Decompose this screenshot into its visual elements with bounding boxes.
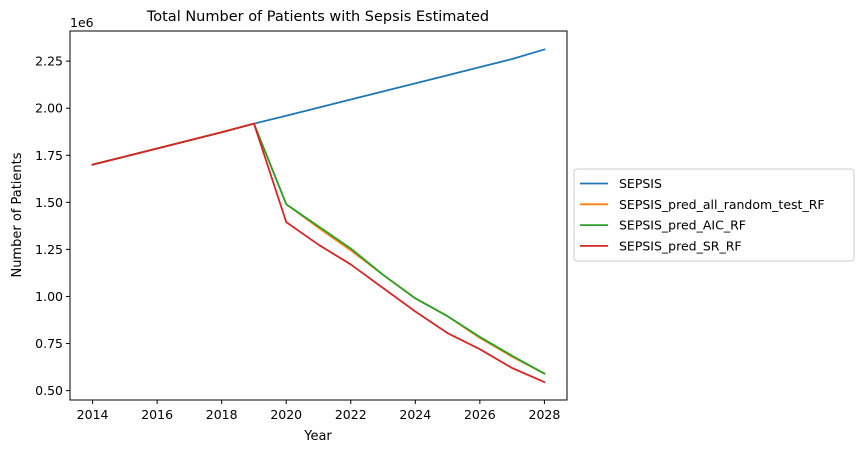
y-tick-label: 1.00 [35, 289, 63, 304]
x-tick-label: 2018 [206, 407, 238, 422]
plot-area: 2014 2016 2018 2020 2022 2024 2026 2028 0.50 0.75… [35, 30, 568, 422]
y-tick-label: 0.50 [35, 383, 63, 398]
series-line-1 [91, 122, 546, 375]
series-line-3 [91, 122, 546, 384]
y-axis-label: Number of Patients [10, 152, 25, 277]
x-tick-label: 2016 [141, 407, 173, 422]
legend-label-0: SEPSIS [619, 176, 662, 191]
legend-box [573, 168, 855, 262]
legend-label-3: SEPSIS_pred_SR_RF [619, 238, 742, 253]
x-tick-label: 2028 [529, 407, 561, 422]
y-tick-label: 0.75 [35, 336, 63, 351]
x-tick-label: 2024 [399, 407, 431, 422]
y-axis-offset-label: 1e6 [70, 15, 94, 30]
y-tick-label: 2.25 [35, 54, 63, 69]
x-axis-label: Year [303, 429, 332, 444]
x-tick-label: 2026 [464, 407, 496, 422]
y-tick-label: 1.75 [35, 148, 63, 163]
legend-label-1: SEPSIS_pred_all_random_test_RF [619, 197, 825, 212]
legend: SEPSIS SEPSIS_pred_all_random_test_RF SEPS… [573, 168, 855, 262]
y-tick-label: 2.00 [35, 101, 63, 116]
y-tick-label: 1.50 [35, 195, 63, 210]
x-tick-label: 2020 [270, 407, 302, 422]
x-tick-label: 2014 [77, 407, 109, 422]
plot-frame [69, 30, 568, 401]
y-tick-label: 1.25 [35, 242, 63, 257]
x-tick-label: 2022 [335, 407, 367, 422]
chart-title: Total Number of Patients with Sepsis Est… [146, 9, 489, 25]
legend-label-2: SEPSIS_pred_AIC_RF [619, 218, 746, 233]
